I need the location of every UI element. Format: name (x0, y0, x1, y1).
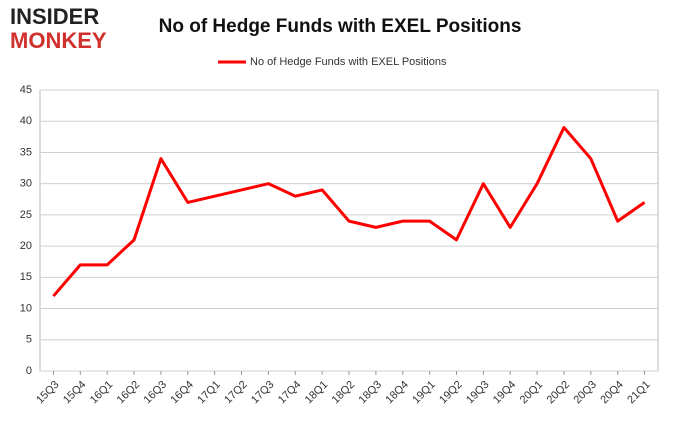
y-tick-label: 25 (20, 209, 32, 221)
chart-title: No of Hedge Funds with EXEL Positions (159, 16, 522, 37)
y-tick-label: 20 (20, 240, 32, 252)
y-tick-label: 40 (20, 115, 32, 127)
y-tick-label: 35 (20, 146, 32, 158)
logo-top: INSIDER (10, 4, 99, 29)
legend-label: No of Hedge Funds with EXEL Positions (250, 56, 447, 68)
line-series (52, 125, 646, 298)
y-tick-label: 5 (26, 334, 32, 346)
y-tick-label: 15 (20, 271, 32, 283)
logo-bottom: MONKEY (10, 28, 107, 53)
y-tick-label: 0 (26, 365, 32, 377)
y-tick-label: 10 (20, 302, 32, 314)
y-tick-label: 45 (20, 84, 32, 96)
y-tick-label: 30 (20, 178, 32, 190)
